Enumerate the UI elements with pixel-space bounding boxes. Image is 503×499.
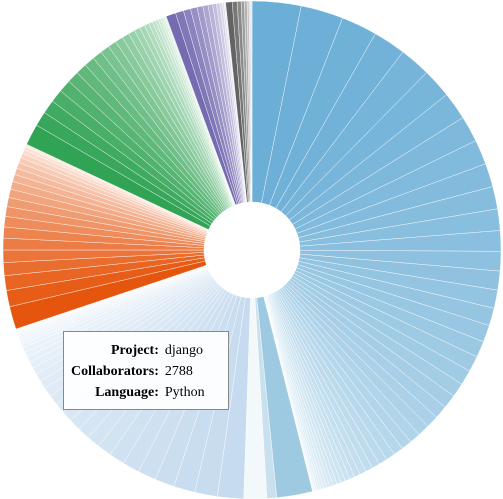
tooltip-value: django xyxy=(164,343,203,358)
tooltip-value: Python xyxy=(164,385,205,400)
tooltip-label: Project: xyxy=(110,343,159,358)
tooltip-row: Project: django xyxy=(68,340,208,361)
tooltip-label: Collaborators: xyxy=(71,364,159,379)
tooltip-row: Language: Python xyxy=(68,382,208,403)
tooltip-row: Collaborators: 2788 xyxy=(68,361,208,382)
tooltip-label: Language: xyxy=(95,385,159,400)
slice xyxy=(250,0,253,203)
tooltip-table: Project: django Collaborators: 2788 Langua… xyxy=(68,340,208,403)
tooltip-value: 2788 xyxy=(164,364,193,379)
tooltip: Project: django Collaborators: 2788 Langua… xyxy=(63,331,229,410)
